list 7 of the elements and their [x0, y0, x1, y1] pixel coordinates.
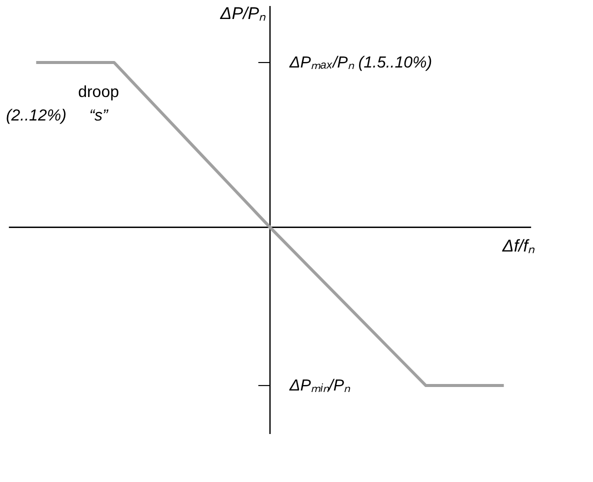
annotation: ΔPₘᵢₙ/Pₙ: [288, 378, 351, 395]
y-axis-title: ΔP/Pₙ: [219, 4, 266, 24]
annotation: “s”: [89, 107, 109, 124]
annotation: droop: [78, 84, 120, 102]
annotation: (2..12%): [6, 107, 66, 124]
annotation: ΔPₘₐₓ/Pₙ (1.5..10%): [288, 54, 432, 72]
x-axis-title: Δf/fₙ: [501, 236, 535, 256]
